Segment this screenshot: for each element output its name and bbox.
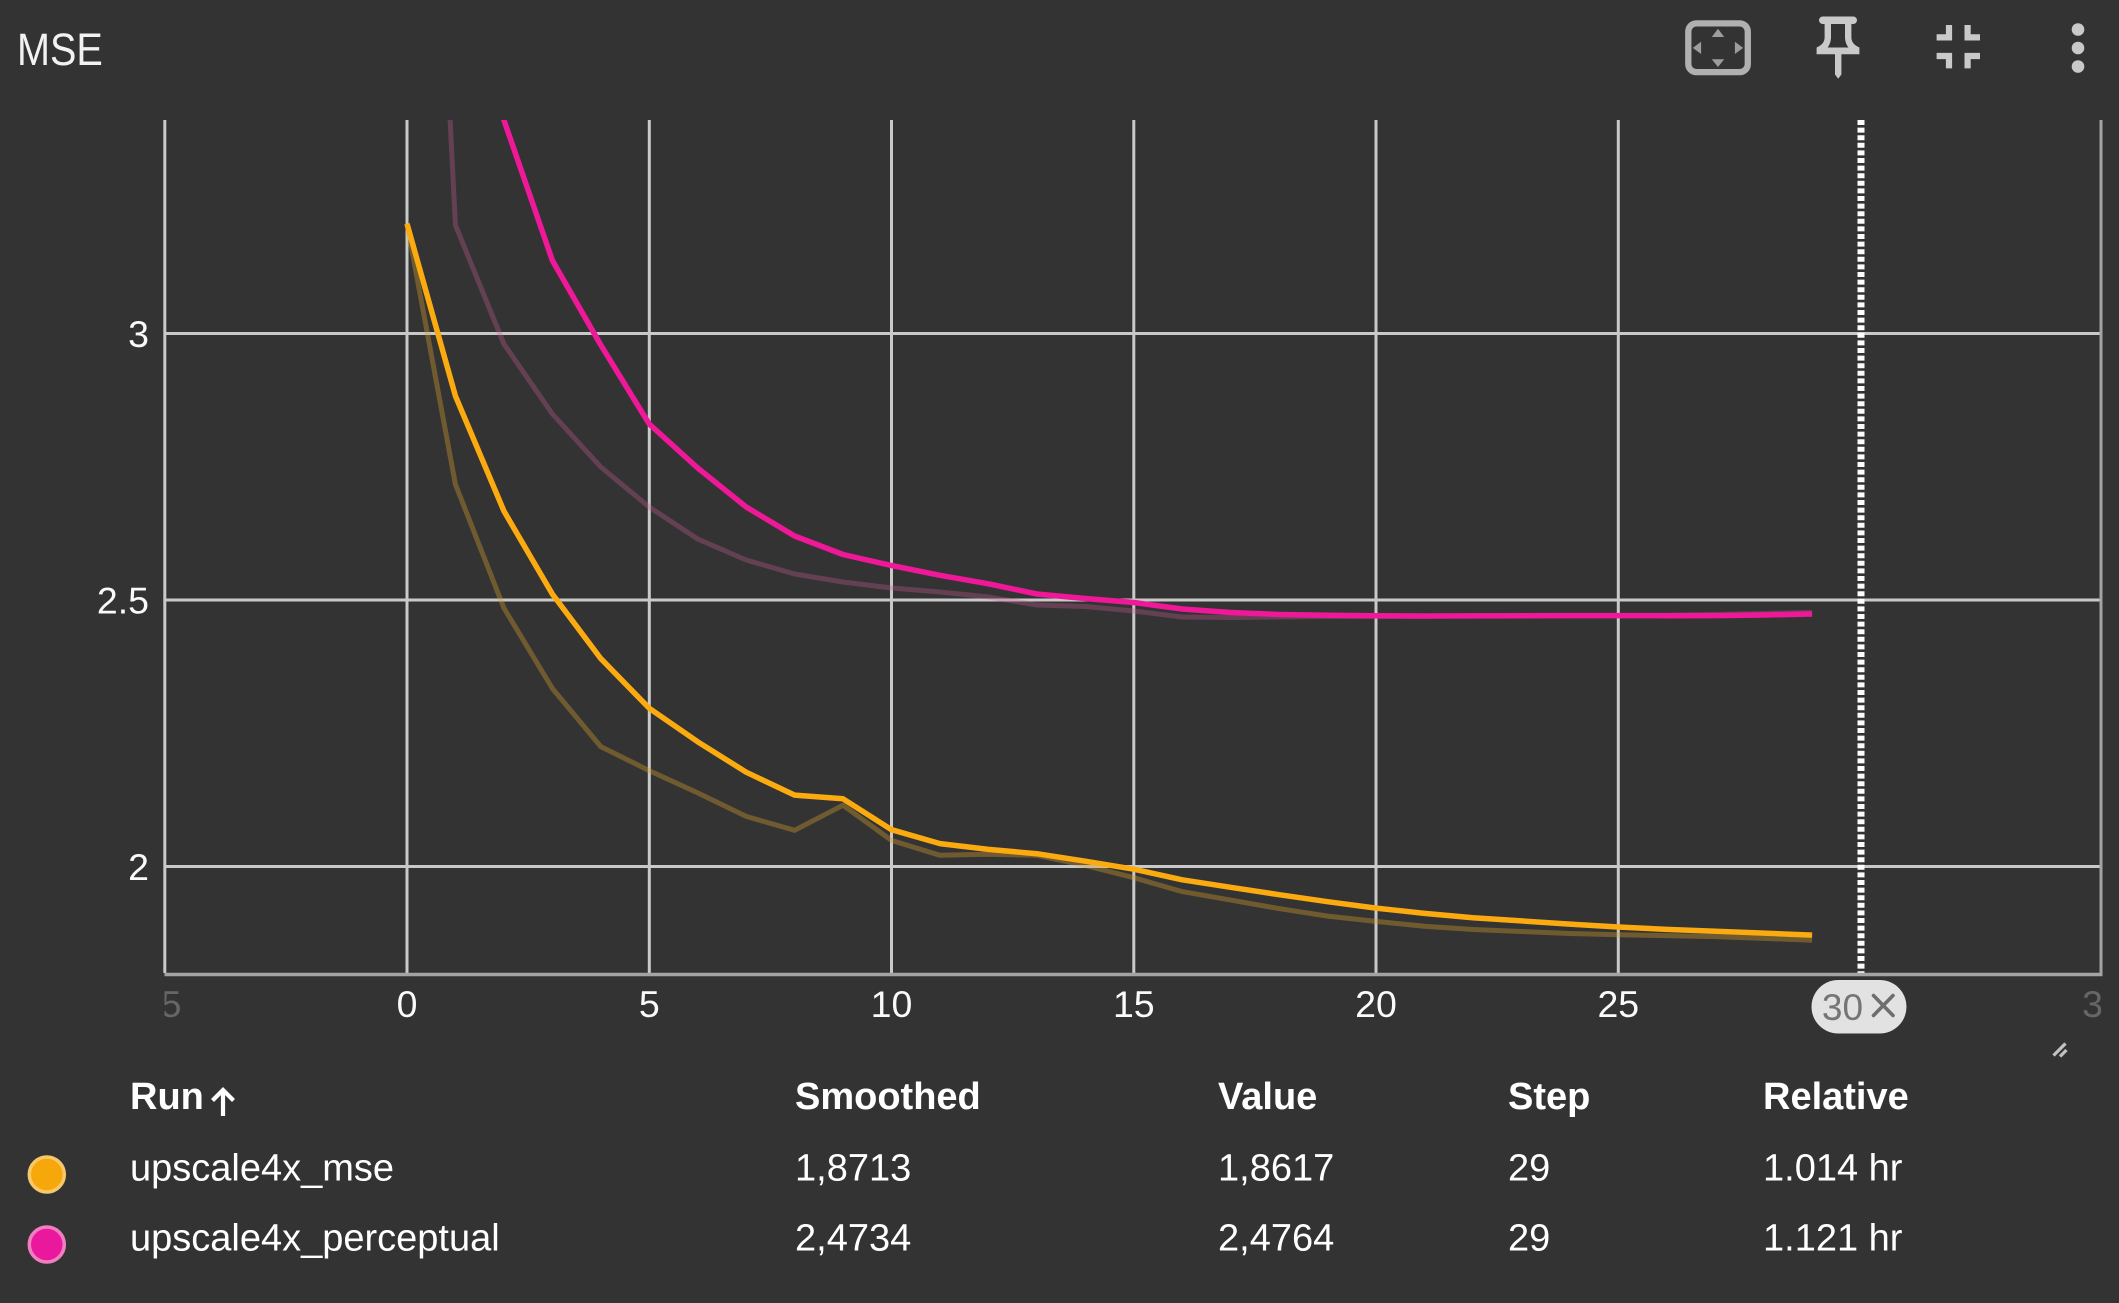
svg-text:-5: -5 (148, 983, 181, 1025)
svg-text:1.121 hr: 1.121 hr (1763, 1218, 1903, 1260)
svg-text:upscale4x_mse: upscale4x_mse (130, 1148, 394, 1190)
svg-text:2,4734: 2,4734 (795, 1218, 911, 1260)
svg-text:1,8617: 1,8617 (1218, 1148, 1334, 1190)
svg-text:0: 0 (397, 983, 418, 1025)
svg-text:upscale4x_perceptual: upscale4x_perceptual (130, 1218, 500, 1260)
svg-text:1.014 hr: 1.014 hr (1763, 1148, 1903, 1190)
svg-text:Run: Run (130, 1076, 204, 1118)
svg-text:Step: Step (1508, 1076, 1590, 1118)
svg-text:5: 5 (639, 983, 660, 1025)
svg-text:20: 20 (1355, 983, 1397, 1025)
svg-text:1,8713: 1,8713 (795, 1148, 911, 1190)
svg-text:15: 15 (1113, 983, 1155, 1025)
svg-text:10: 10 (871, 983, 913, 1025)
svg-text:30: 30 (1822, 987, 1863, 1028)
svg-text:29: 29 (1508, 1218, 1550, 1260)
svg-text:35: 35 (2082, 983, 2119, 1025)
svg-text:Value: Value (1218, 1076, 1317, 1118)
svg-text:Relative: Relative (1763, 1076, 1909, 1118)
svg-text:3: 3 (128, 313, 149, 355)
svg-text:2,4764: 2,4764 (1218, 1218, 1334, 1260)
svg-text:29: 29 (1508, 1148, 1550, 1190)
svg-text:2.5: 2.5 (97, 579, 149, 621)
svg-text:2: 2 (128, 846, 149, 888)
svg-text:25: 25 (1597, 983, 1639, 1025)
svg-text:Smoothed: Smoothed (795, 1076, 981, 1118)
